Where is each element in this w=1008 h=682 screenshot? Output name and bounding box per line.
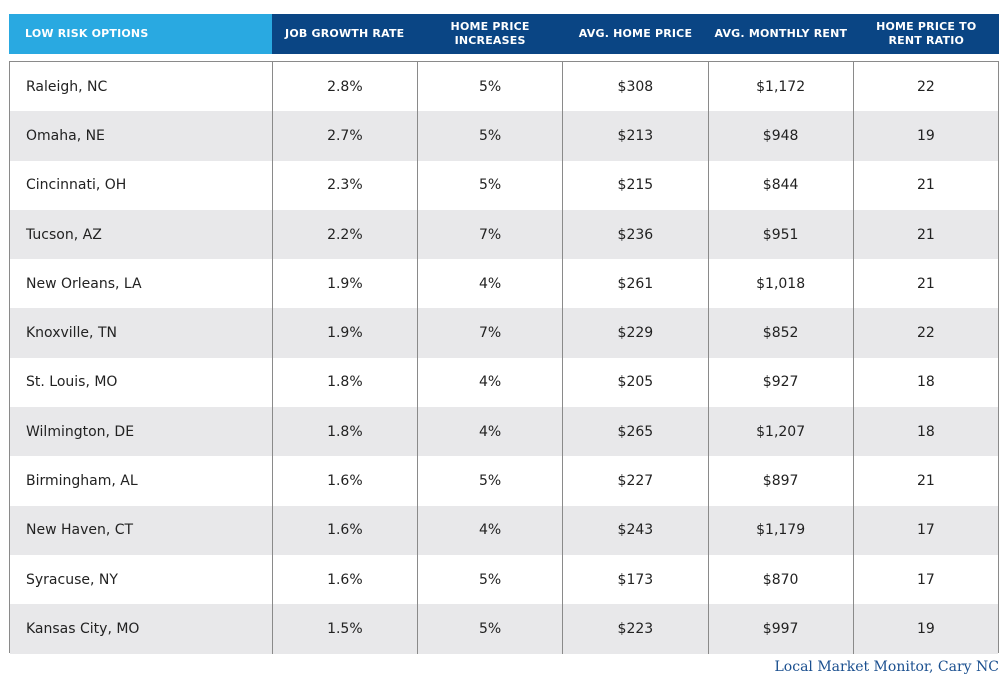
home-price-cell: $223 <box>562 604 707 654</box>
ratio-cell: 17 <box>852 505 998 555</box>
table-row: Tucson, AZ 2.2% 7% $236 $951 21 <box>10 209 998 260</box>
monthly-rent-cell: $927 <box>707 357 853 408</box>
job-growth-cell: 1.8% <box>271 407 417 457</box>
city-cell: Wilmington, DE <box>26 423 135 440</box>
city-cell: Kansas City, MO <box>26 620 140 637</box>
ratio-cell: 18 <box>852 357 998 408</box>
monthly-rent-cell: $951 <box>707 209 853 260</box>
city-cell: Raleigh, NC <box>26 78 108 95</box>
price-increase-cell: 7% <box>417 308 562 358</box>
city-cell: Cincinnati, OH <box>26 177 127 194</box>
monthly-rent-cell: $1,018 <box>707 259 853 309</box>
monthly-rent-cell: $870 <box>707 554 853 605</box>
home-price-cell: $243 <box>562 505 707 555</box>
job-growth-cell: 2.2% <box>271 209 417 260</box>
header-avg-home-price: AVG. HOME PRICE <box>562 14 709 54</box>
table-row: St. Louis, MO 1.8% 4% $205 $927 18 <box>10 357 998 408</box>
header-home-price-increases: HOME PRICE INCREASES <box>417 14 563 54</box>
job-growth-cell: 1.8% <box>271 357 417 408</box>
home-price-cell: $215 <box>562 160 707 210</box>
price-increase-cell: 5% <box>417 160 562 210</box>
job-growth-cell: 1.9% <box>271 308 417 358</box>
ratio-cell: 21 <box>852 259 998 309</box>
header-home-price-to-rent-ratio: HOME PRICE TO RENT RATIO <box>853 14 999 54</box>
city-cell: Knoxville, TN <box>26 325 117 342</box>
monthly-rent-cell: $1,179 <box>707 505 853 555</box>
home-price-cell: $308 <box>562 62 707 112</box>
table-row: Birmingham, AL 1.6% 5% $227 $897 21 <box>10 456 998 506</box>
price-increase-cell: 5% <box>417 554 562 605</box>
ratio-cell: 22 <box>852 62 998 112</box>
price-increase-cell: 4% <box>417 407 562 457</box>
table-row: Kansas City, MO 1.5% 5% $223 $997 19 <box>10 604 998 654</box>
ratio-cell: 21 <box>852 456 998 506</box>
ratio-cell: 19 <box>852 604 998 654</box>
price-increase-cell: 5% <box>417 604 562 654</box>
price-increase-cell: 4% <box>417 357 562 408</box>
home-price-cell: $227 <box>562 456 707 506</box>
price-increase-cell: 5% <box>417 62 562 112</box>
price-increase-cell: 5% <box>417 456 562 506</box>
table-row: Syracuse, NY 1.6% 5% $173 $870 17 <box>10 554 998 605</box>
table-header: LOW RISK OPTIONS JOB GROWTH RATE HOME PR… <box>9 14 999 54</box>
job-growth-cell: 2.3% <box>271 160 417 210</box>
monthly-rent-cell: $1,207 <box>707 407 853 457</box>
monthly-rent-cell: $948 <box>707 111 853 161</box>
price-increase-cell: 5% <box>417 111 562 161</box>
table-row: New Haven, CT 1.6% 4% $243 $1,179 17 <box>10 505 998 555</box>
ratio-cell: 18 <box>852 407 998 457</box>
home-price-cell: $173 <box>562 554 707 605</box>
header-job-growth-rate: JOB GROWTH RATE <box>272 14 418 54</box>
city-cell: New Haven, CT <box>26 522 134 539</box>
header-avg-monthly-rent: AVG. MONTHLY RENT <box>708 14 854 54</box>
source-credit: Local Market Monitor, Cary NC <box>774 659 1000 675</box>
header-low-risk-options: LOW RISK OPTIONS <box>9 14 272 54</box>
job-growth-cell: 2.7% <box>271 111 417 161</box>
city-cell: Birmingham, AL <box>26 473 138 490</box>
table-row: New Orleans, LA 1.9% 4% $261 $1,018 21 <box>10 259 998 309</box>
city-cell: Syracuse, NY <box>26 571 118 588</box>
job-growth-cell: 1.6% <box>271 505 417 555</box>
home-price-cell: $236 <box>562 209 707 260</box>
price-increase-cell: 7% <box>417 209 562 260</box>
price-increase-cell: 4% <box>417 259 562 309</box>
job-growth-cell: 1.6% <box>271 456 417 506</box>
table-row: Raleigh, NC 2.8% 5% $308 $1,172 22 <box>10 62 998 112</box>
price-increase-cell: 4% <box>417 505 562 555</box>
table-body: Raleigh, NC 2.8% 5% $308 $1,172 22 Omaha… <box>9 61 999 654</box>
ratio-cell: 22 <box>852 308 998 358</box>
job-growth-cell: 2.8% <box>271 62 417 112</box>
monthly-rent-cell: $852 <box>707 308 853 358</box>
table-row: Cincinnati, OH 2.3% 5% $215 $844 21 <box>10 160 998 210</box>
monthly-rent-cell: $1,172 <box>707 62 853 112</box>
monthly-rent-cell: $997 <box>707 604 853 654</box>
home-price-cell: $229 <box>562 308 707 358</box>
monthly-rent-cell: $844 <box>707 160 853 210</box>
table-row: Omaha, NE 2.7% 5% $213 $948 19 <box>10 111 998 161</box>
home-price-cell: $265 <box>562 407 707 457</box>
ratio-cell: 17 <box>852 554 998 605</box>
city-cell: St. Louis, MO <box>26 374 118 391</box>
table-row: Wilmington, DE 1.8% 4% $265 $1,207 18 <box>10 407 998 457</box>
home-price-cell: $213 <box>562 111 707 161</box>
city-cell: Omaha, NE <box>26 127 105 144</box>
ratio-cell: 21 <box>852 160 998 210</box>
job-growth-cell: 1.9% <box>271 259 417 309</box>
home-price-cell: $205 <box>562 357 707 408</box>
job-growth-cell: 1.5% <box>271 604 417 654</box>
ratio-cell: 19 <box>852 111 998 161</box>
job-growth-cell: 1.6% <box>271 554 417 605</box>
monthly-rent-cell: $897 <box>707 456 853 506</box>
city-cell: Tucson, AZ <box>26 226 102 243</box>
city-cell: New Orleans, LA <box>26 275 142 292</box>
home-price-cell: $261 <box>562 259 707 309</box>
ratio-cell: 21 <box>852 209 998 260</box>
table-row: Knoxville, TN 1.9% 7% $229 $852 22 <box>10 308 998 358</box>
